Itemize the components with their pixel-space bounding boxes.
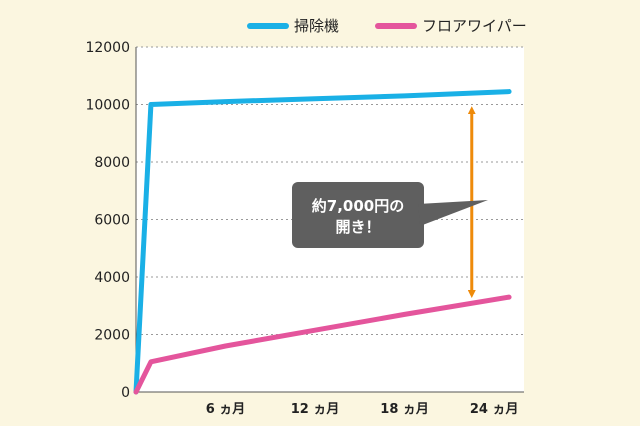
x-tick-label-18: 18 ヵ月	[380, 402, 429, 417]
y-tick-label-0: 0	[121, 385, 130, 401]
callout-pointer	[418, 200, 488, 226]
x-tick-label-6: 6 ヵ月	[206, 402, 246, 417]
y-tick-label-2000: 2000	[94, 328, 130, 344]
y-tick-label-12000: 12000	[85, 40, 130, 56]
y-tick-label-6000: 6000	[94, 213, 130, 229]
callout-line-2: 開き！	[335, 218, 380, 236]
y-tick-label-4000: 4000	[94, 270, 130, 286]
x-tick-label-12: 12 ヵ月	[291, 402, 340, 417]
series-line-2	[133, 294, 512, 395]
series-line-1	[133, 89, 512, 395]
y-tick-label-8000: 8000	[94, 155, 130, 171]
x-tick-label-24: 24 ヵ月	[470, 402, 519, 417]
legend-label-1: 掃除機	[294, 17, 339, 35]
callout-line-1: 約7,000円の	[312, 197, 404, 215]
callout-bubble	[292, 182, 424, 248]
legend-label-2: フロアワイパー	[422, 17, 527, 35]
y-tick-label-10000: 10000	[85, 98, 130, 114]
